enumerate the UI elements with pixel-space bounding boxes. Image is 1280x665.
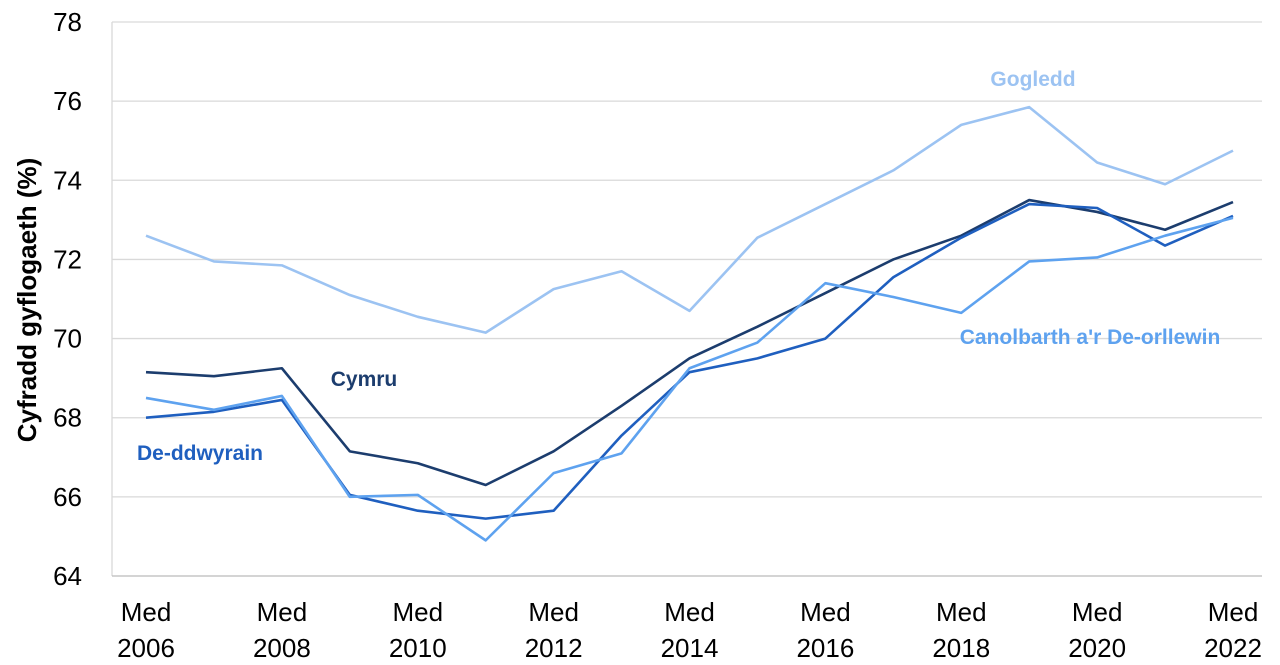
y-tick-label: 64: [53, 561, 82, 591]
series-line: [145, 216, 1234, 542]
series-label: Canolbarth a'r De-orllewin: [960, 326, 1221, 349]
y-axis-label: Cyfradd gyflogaeth (%): [12, 158, 42, 443]
series-label: Gogledd: [990, 68, 1075, 91]
x-tick-label: Med 2014: [660, 597, 719, 663]
x-tick-label: Med 2012: [524, 597, 583, 663]
x-tick-label: Med 2008: [252, 597, 311, 663]
y-tick-label: 70: [53, 324, 82, 354]
x-tick-label: Med 2006: [117, 597, 175, 663]
series-line: [145, 198, 1234, 487]
x-tick-label: Med 2010: [388, 597, 447, 663]
x-tick-label: Med 2018: [932, 597, 991, 663]
y-tick-label: 78: [53, 7, 82, 37]
y-tick-label: 74: [53, 165, 82, 195]
y-tick-label: 72: [53, 244, 82, 274]
series-label: De-ddwyrain: [137, 442, 263, 465]
y-tick-label: 68: [53, 403, 82, 433]
y-tick-label: 66: [53, 482, 82, 512]
x-tick-label: Med 2016: [796, 597, 855, 663]
series-line: [145, 202, 1234, 520]
series-label: Cymru: [331, 368, 398, 391]
x-tick-label: Med 2022: [1204, 597, 1262, 663]
x-tick-label: Med 2020: [1068, 597, 1127, 663]
series-line: [145, 105, 1234, 334]
y-tick-label: 76: [53, 86, 82, 116]
